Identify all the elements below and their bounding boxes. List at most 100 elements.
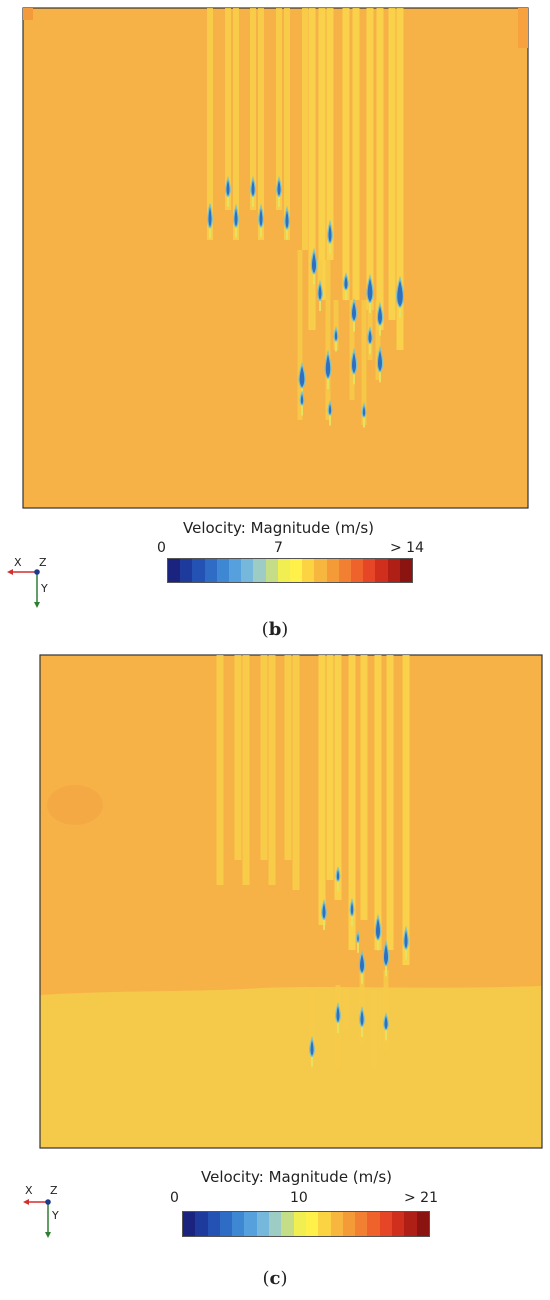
colorbar-swatch <box>204 559 217 582</box>
z-axis-label-b: Z <box>39 556 47 569</box>
colorbar-swatch <box>180 559 193 582</box>
x-axis-label-c: X <box>25 1184 33 1197</box>
drop-tail <box>337 1022 339 1033</box>
drop-tail <box>379 325 381 336</box>
y-axis-label-c: Y <box>52 1209 59 1222</box>
wake-streak <box>352 8 360 300</box>
wake-streak <box>383 970 389 1050</box>
colorbar-swatch <box>367 1212 380 1236</box>
low-velocity-drop <box>374 913 382 942</box>
drop-tail <box>335 341 337 352</box>
colorbar-title-b: Velocity: Magnitude (m/s) <box>183 519 374 537</box>
wake-streak <box>349 300 355 400</box>
corner-artifact-right-b <box>518 8 528 48</box>
wake-streak <box>309 990 315 1062</box>
wake-streak <box>343 990 349 1030</box>
low-velocity-drop <box>349 897 355 918</box>
drop-tail <box>369 344 371 355</box>
drop-tail <box>252 196 254 207</box>
colorbar-swatch <box>379 1212 393 1236</box>
drop-tail <box>329 415 331 426</box>
z-axis-label-c: Z <box>50 1184 58 1197</box>
wake-streak <box>325 260 331 420</box>
colorbar-swatch <box>404 1212 417 1236</box>
wake-streak <box>386 655 394 950</box>
colorbar-swatch <box>195 1212 208 1236</box>
wake-streak <box>374 655 382 950</box>
colorbar-swatch <box>229 559 242 582</box>
drop-tail <box>345 290 347 301</box>
flow-domain-b <box>22 7 529 509</box>
wake-streak <box>284 655 292 860</box>
velocity-contour-plot-b <box>22 7 529 509</box>
wake-streak <box>402 655 410 965</box>
colorbar-swatch <box>216 559 230 582</box>
colorbar-tick-max-c: > 21 <box>404 1190 438 1206</box>
colorbar-swatch <box>416 1212 429 1236</box>
drop-tail <box>363 417 365 428</box>
colorbar-swatch <box>399 559 413 582</box>
wake-streak <box>242 655 250 885</box>
wake-streak <box>258 8 264 240</box>
colorbar-title-c: Velocity: Magnitude (m/s) <box>201 1168 392 1186</box>
wake-streak <box>302 8 308 250</box>
colorbar-swatch <box>232 1212 245 1236</box>
axis-triad-b <box>7 569 40 608</box>
wake-streak <box>342 8 350 300</box>
drop-tail <box>286 229 288 240</box>
colorbar-swatch <box>363 559 376 582</box>
drop-tail <box>379 372 381 383</box>
wake-streak <box>297 250 303 420</box>
colorbar-swatch <box>277 559 291 582</box>
wake-streak <box>309 250 315 330</box>
wake-streak <box>376 8 384 330</box>
colorbar-swatch <box>265 559 278 582</box>
wake-streak <box>326 655 334 880</box>
colorbar-swatch <box>330 1212 343 1236</box>
drop-tail <box>327 379 329 389</box>
left-disturbance-patch-c <box>47 785 103 825</box>
drop-tail <box>319 300 321 311</box>
low-velocity-drop <box>359 1005 365 1028</box>
wake-streak <box>348 655 356 950</box>
drop-tail <box>311 1056 313 1067</box>
low-velocity-drops-b <box>207 175 404 428</box>
drop-tail <box>278 196 280 207</box>
colorbar-swatch <box>244 1212 257 1236</box>
drop-tail <box>377 940 379 951</box>
low-velocity-drop <box>335 866 341 883</box>
colorbar-swatch <box>256 1212 270 1236</box>
low-velocity-drop <box>358 949 366 975</box>
wake-streak <box>225 8 231 210</box>
colorbar-swatch <box>168 559 181 582</box>
colorbar-swatch <box>207 1212 220 1236</box>
y-axis-label-b: Y <box>41 582 48 595</box>
colorbar-tick-min-c: 0 <box>170 1190 179 1206</box>
wake-streak <box>292 655 300 890</box>
colorbar-swatch <box>318 1212 331 1236</box>
wake-streak <box>250 8 256 210</box>
colorbar-swatch <box>342 1212 356 1236</box>
x-arrowhead-icon-c <box>23 1199 29 1205</box>
wake-streak <box>233 8 239 240</box>
drop-tail <box>329 243 331 254</box>
colorbar-swatch <box>302 559 315 582</box>
drop-tail <box>209 228 211 239</box>
wake-streak <box>276 8 282 210</box>
axis-triad-c <box>23 1199 51 1238</box>
drop-tail <box>301 405 303 416</box>
drop-tail <box>399 307 401 318</box>
drop-tail <box>361 973 363 984</box>
colorbar-swatch <box>326 559 339 582</box>
caption-b: (b) <box>261 619 289 640</box>
colorbar-swatch <box>290 559 303 582</box>
wake-streak <box>375 300 381 380</box>
low-velocity-drop <box>382 939 390 968</box>
caption-c: (c) <box>262 1268 288 1289</box>
flow-domain-c <box>40 655 542 1148</box>
colorbar-swatch <box>293 1212 306 1236</box>
flow-domain-border-c <box>39 654 543 1149</box>
wake-streak <box>234 655 242 860</box>
drop-tail <box>405 949 407 960</box>
low-velocity-drops-c <box>309 866 409 1067</box>
